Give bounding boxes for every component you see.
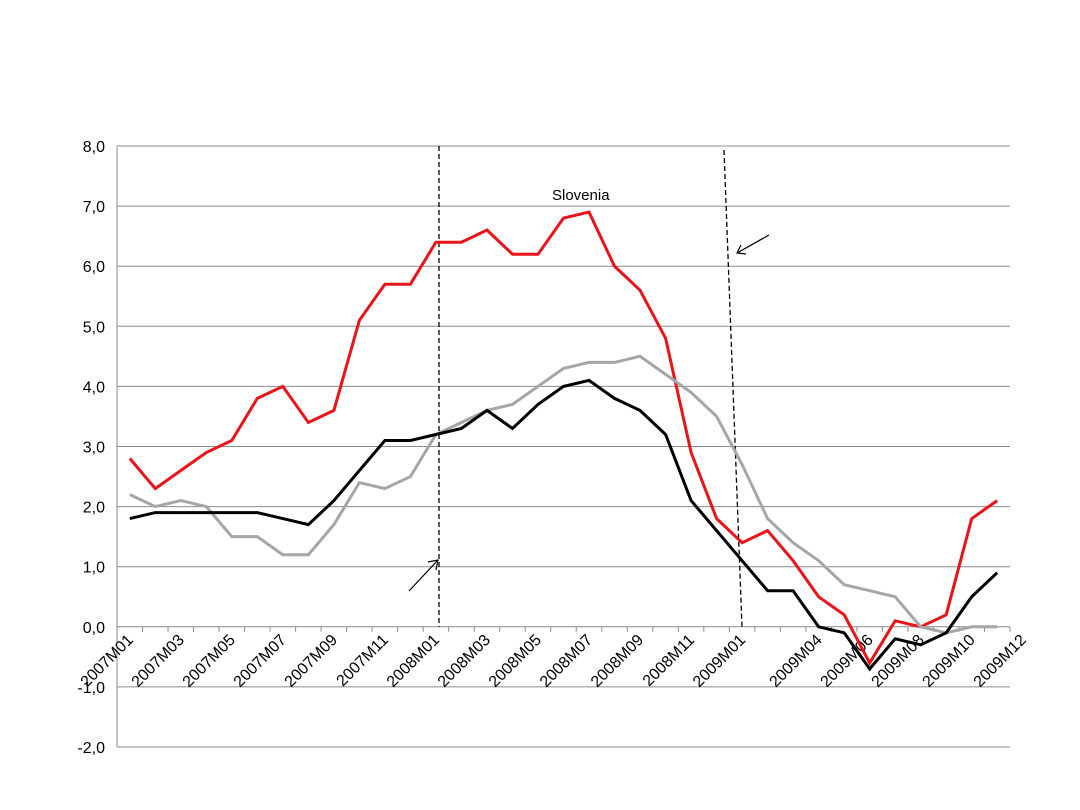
x-tick-label: 2007M07 [231,632,290,691]
series-line [128,210,999,666]
arrow-shaft [408,559,439,592]
x-tick-label: 2008M11 [640,632,698,690]
y-tick-label: 4,0 [83,379,105,396]
x-tick-label: 2009M04 [767,632,826,691]
arrow-head [427,559,439,571]
y-tick-label: 8,0 [83,139,105,156]
x-tick-label: 2008M07 [537,632,596,691]
y-tick-label: -2,0 [77,740,105,757]
series-lines [128,210,999,672]
y-tick-label: 6,0 [83,259,105,276]
x-tick-label: 2007M01 [78,632,137,691]
axes [116,146,1011,747]
y-tick-label: 1,0 [83,560,105,577]
arrow-shaft [736,234,770,254]
x-tick-label: 2008M01 [384,632,443,691]
y-tick-label: 3,0 [83,440,105,457]
y-tick-label: 2,0 [83,500,105,517]
y-tick-label: -1,0 [77,680,105,697]
y-tick-label: 5,0 [83,319,105,336]
series-line [129,354,998,635]
chart-annotation: Slovenia [552,187,610,204]
y-tick-labels: -2,0 -1,0 0,0 1,0 2,0 3,0 4,0 5,0 6,0 7,0 8,0 [77,139,105,757]
x-tick-label: 2007M05 [180,632,239,691]
arrow-head [736,244,747,255]
x-tick-label: 2008M09 [588,632,647,691]
x-tick-label: 2007M03 [129,632,188,691]
x-tick-label: 2008M03 [435,632,494,691]
x-tick-label: 2009M12 [971,632,1030,691]
y-tick-label: 7,0 [83,199,105,216]
x-tick-label: 2007M11 [334,632,392,690]
series-line [129,378,999,672]
reference-markers [408,146,770,628]
x-tick-labels: 2007M012007M032007M052007M072007M092007M… [78,632,1030,691]
y-tick-label: 0,0 [83,620,105,637]
x-tick-label: 2008M05 [486,632,545,691]
x-tick-label: 2009M01 [690,632,749,691]
x-tick-label: 2007M09 [282,632,341,691]
